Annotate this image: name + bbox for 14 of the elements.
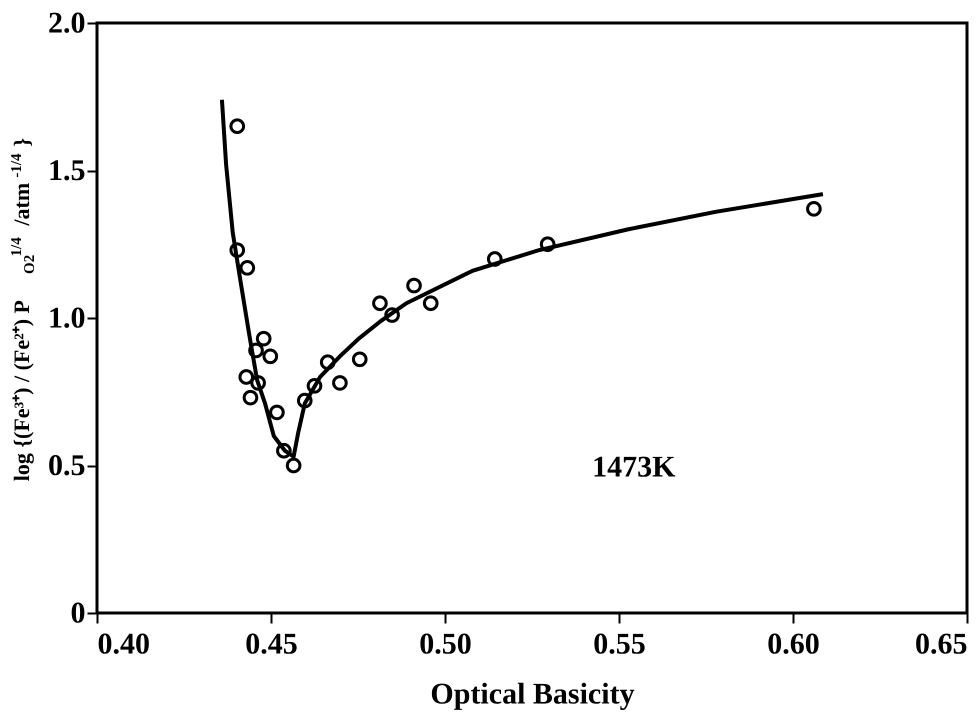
x-tick-label: 0.60 [767, 628, 820, 660]
x-tick-label: 0.55 [593, 628, 646, 660]
y-tick-label: 1.0 [48, 302, 86, 334]
y-axis-title: log {(Fe³⁺) / (Fe²⁺) PO21/4 /atm-1/4} [9, 138, 38, 482]
x-tick-label: 0.45 [245, 628, 298, 660]
x-axis-title: Optical Basicity [430, 678, 635, 710]
y-tick-label: 0 [70, 596, 86, 630]
x-tick-label: 0.40 [98, 628, 150, 660]
annotation: 1473K [592, 450, 676, 484]
y-tick-label: 0.5 [48, 449, 86, 482]
x-tick-label: 0.65 [915, 628, 968, 660]
y-tick-label: 1.5 [48, 154, 86, 187]
x-tick-label: 0.50 [419, 628, 472, 660]
y-tick-label: 2.0 [48, 6, 86, 40]
